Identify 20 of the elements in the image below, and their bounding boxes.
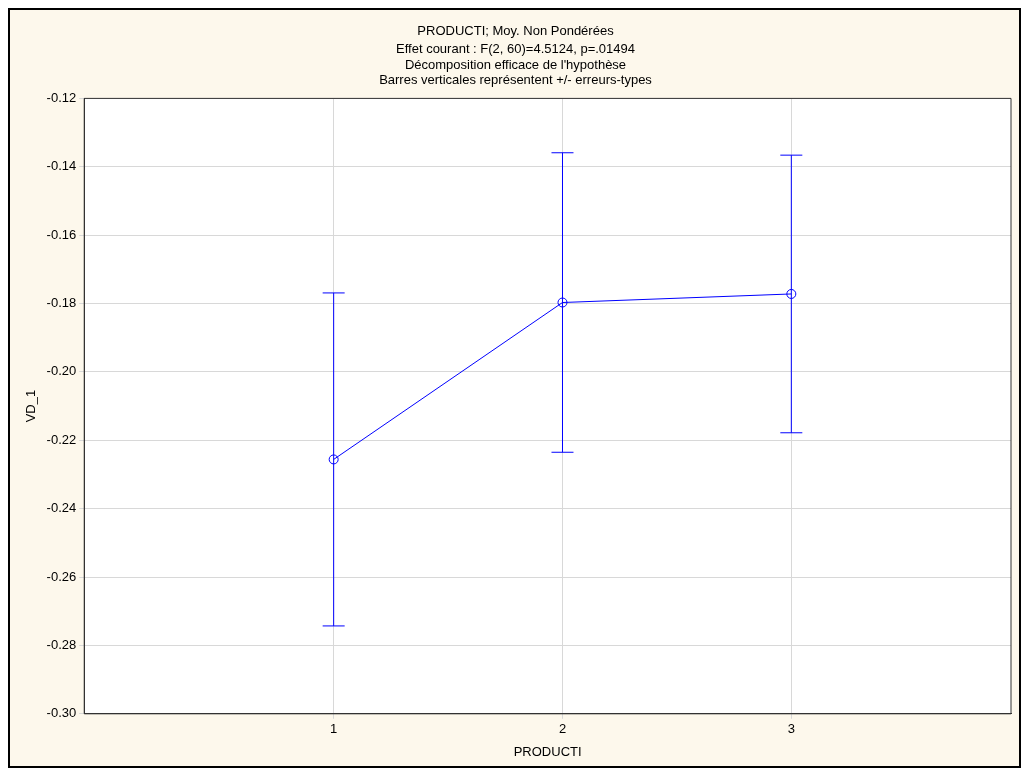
y-tick-label: -0.28 — [46, 637, 77, 652]
point — [328, 454, 339, 465]
x-tick-label: 3 — [787, 721, 795, 737]
y-tick-label: -0.14 — [46, 158, 77, 174]
y-axis-title: VD_1 — [23, 389, 39, 423]
y-tick-label: -0.12 — [46, 89, 77, 105]
x-axis-title: PRODUCTI — [513, 743, 582, 759]
y-tick-label: -0.24 — [46, 500, 77, 516]
y-tick-label: -0.26 — [46, 568, 77, 584]
y-tick-label: -0.16 — [46, 226, 77, 242]
chart-title: PRODUCTI; Moy. Non Pondérées — [417, 23, 615, 39]
x-tick-label: 2 — [558, 721, 567, 737]
y-tick-label: -0.22 — [46, 431, 77, 447]
y-tick-label: -0.18 — [46, 295, 77, 311]
point — [557, 297, 568, 308]
point — [786, 288, 797, 299]
y-tick-label: -0.30 — [46, 705, 77, 721]
x-tick-label: 1 — [330, 721, 338, 737]
chart-subtitle: Effet courant : F(2, 60)=4.5124, p=.01494 Décomposition efficace de l'hypothèse Barres verticales représentent +/- erreurs-types — [379, 40, 653, 88]
y-tick-label: -0.20 — [46, 363, 77, 379]
